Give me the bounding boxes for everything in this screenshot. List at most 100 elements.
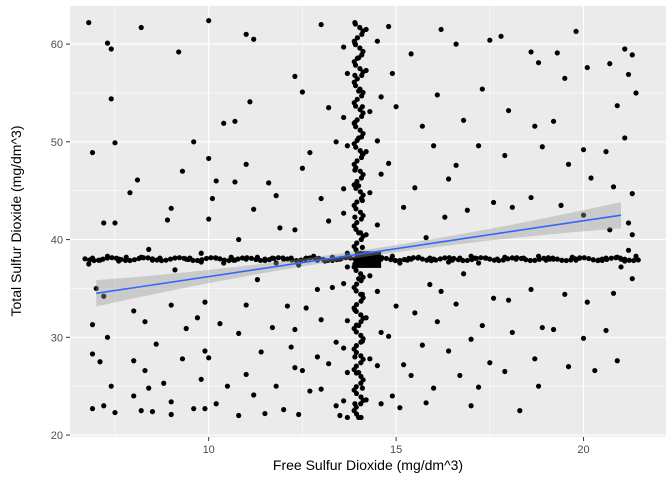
data-point xyxy=(142,319,148,325)
data-point xyxy=(273,193,279,199)
data-point xyxy=(367,108,373,115)
data-point xyxy=(344,318,350,324)
data-point xyxy=(573,257,579,263)
data-point xyxy=(434,319,440,325)
data-point xyxy=(438,288,444,294)
data-point xyxy=(498,33,504,39)
data-point xyxy=(502,254,508,260)
cluster-point xyxy=(357,45,363,51)
data-point xyxy=(217,321,223,327)
data-point xyxy=(359,338,365,344)
data-point xyxy=(326,218,332,224)
data-point xyxy=(359,197,365,204)
cluster-point xyxy=(172,255,178,261)
data-point xyxy=(502,368,508,375)
data-point xyxy=(618,264,624,270)
data-point xyxy=(363,26,369,33)
data-point xyxy=(112,409,118,416)
data-point xyxy=(206,355,212,361)
data-point xyxy=(213,178,219,184)
cluster-point xyxy=(351,100,357,106)
data-point xyxy=(359,244,365,250)
data-point xyxy=(453,162,459,168)
data-point xyxy=(258,349,264,355)
data-point xyxy=(479,86,485,92)
data-point xyxy=(554,50,560,56)
data-point xyxy=(490,199,497,206)
cluster-point xyxy=(586,255,592,262)
data-point xyxy=(378,329,384,336)
data-point xyxy=(625,247,632,253)
data-point xyxy=(389,253,395,259)
data-point xyxy=(352,307,358,313)
data-point xyxy=(206,18,212,24)
cluster-point xyxy=(559,257,565,263)
data-point xyxy=(206,155,212,162)
data-point xyxy=(292,326,298,333)
data-point xyxy=(341,210,347,216)
data-point xyxy=(607,61,613,67)
data-point xyxy=(333,339,339,345)
data-point xyxy=(386,160,392,166)
data-point xyxy=(378,171,384,177)
data-point xyxy=(146,246,152,252)
data-point xyxy=(112,140,118,146)
data-point xyxy=(558,202,564,208)
data-point xyxy=(393,104,399,110)
cluster-point xyxy=(360,48,366,55)
cluster-point xyxy=(351,59,357,65)
data-point xyxy=(344,70,350,77)
data-point xyxy=(341,44,347,50)
axis-tick-labels: 10 15 20 20 30 40 50 60 xyxy=(51,39,590,456)
cluster-point xyxy=(167,256,174,262)
cluster-point xyxy=(581,255,587,261)
data-point xyxy=(236,236,242,243)
cluster-point xyxy=(631,257,637,264)
data-point xyxy=(479,322,485,329)
data-point xyxy=(468,336,474,342)
cluster-point xyxy=(358,353,364,359)
data-point xyxy=(101,403,107,409)
data-point xyxy=(149,257,156,263)
data-point xyxy=(168,205,174,211)
data-point xyxy=(281,407,287,413)
data-point xyxy=(356,135,362,141)
cluster-point xyxy=(358,332,364,338)
data-point xyxy=(352,167,358,173)
data-point xyxy=(475,143,482,149)
data-point xyxy=(134,177,141,183)
data-point xyxy=(157,255,163,261)
cluster-point xyxy=(357,24,363,31)
data-point xyxy=(288,344,294,350)
data-point xyxy=(341,398,347,404)
data-point xyxy=(352,261,358,267)
data-point xyxy=(277,225,283,231)
cluster-point xyxy=(563,257,569,264)
data-point xyxy=(247,99,253,105)
data-point xyxy=(266,180,272,186)
data-point xyxy=(299,89,306,95)
data-point xyxy=(528,49,534,55)
data-point xyxy=(307,149,313,156)
cluster-point xyxy=(360,171,366,178)
data-point xyxy=(142,367,148,374)
data-point xyxy=(356,369,362,376)
data-point xyxy=(86,261,92,267)
y-tick-label: 50 xyxy=(51,137,63,149)
cluster-point xyxy=(131,257,138,263)
cluster-point xyxy=(353,301,360,308)
data-point xyxy=(539,144,545,150)
data-point xyxy=(367,356,373,362)
cluster-point xyxy=(608,255,614,261)
cluster-point xyxy=(357,127,363,133)
cluster-point xyxy=(635,257,641,263)
data-point xyxy=(356,276,362,282)
data-point xyxy=(341,114,347,121)
cluster-point xyxy=(357,209,364,215)
data-point xyxy=(243,371,249,378)
data-point xyxy=(251,392,257,398)
data-point xyxy=(367,273,373,279)
cluster-point xyxy=(127,257,133,264)
data-point xyxy=(194,315,201,321)
data-point xyxy=(438,26,444,33)
